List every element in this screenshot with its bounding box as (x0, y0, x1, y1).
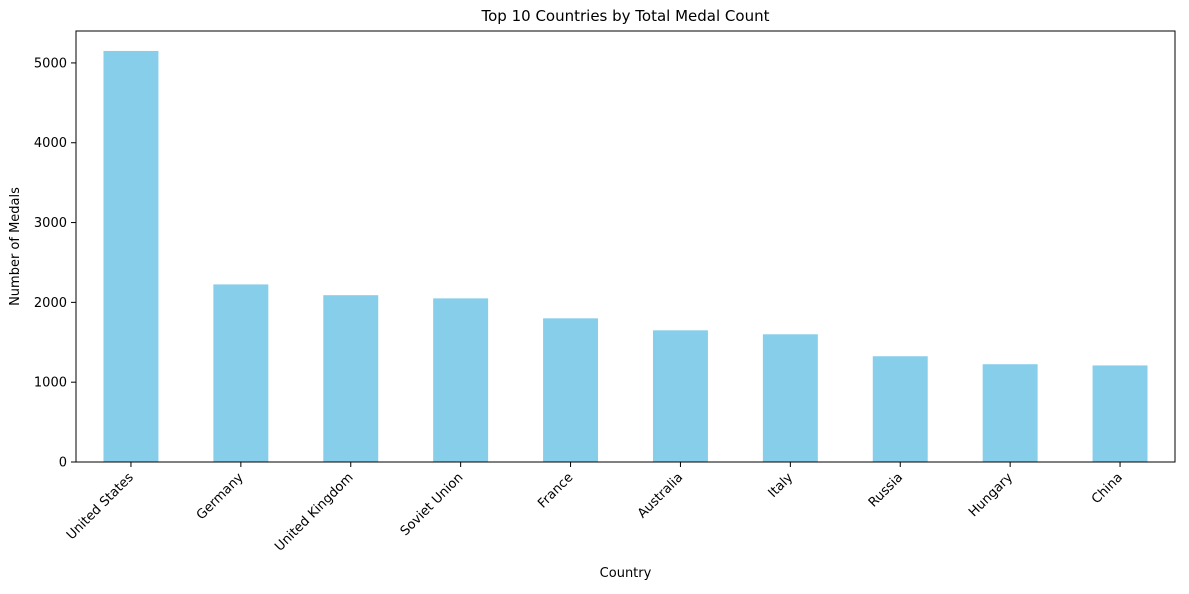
x-axis-label: Country (600, 566, 652, 581)
plot-frame (75, 30, 1176, 463)
x-tick-label: Hungary (966, 470, 1016, 520)
y-tick-label: 5000 (34, 56, 67, 71)
x-tick-label: Russia (866, 470, 906, 510)
x-tick-label: Soviet Union (398, 470, 467, 539)
x-tick-label: China (1089, 470, 1126, 507)
bar-germany (213, 284, 269, 462)
y-tick-label: 4000 (34, 136, 67, 151)
bars-layer (103, 50, 1148, 462)
y-ticks-layer: 0 1000 2000 3000 4000 5000 (34, 56, 76, 471)
x-tick-label: France (535, 470, 576, 511)
y-tick-label: 1000 (34, 376, 67, 391)
chart-title: Top 10 Countries by Total Medal Count (481, 7, 770, 25)
bar-italy (762, 334, 818, 462)
x-ticks-layer: United States Germany United Kingdom Soviet… (64, 462, 1126, 555)
x-tick-label: United Kingdom (272, 470, 356, 554)
bar-hungary (982, 364, 1038, 462)
y-tick-label: 0 (59, 456, 67, 471)
bar-united-states (103, 50, 159, 462)
bar-china (1092, 365, 1148, 462)
x-tick-label: Italy (766, 470, 797, 501)
bar-soviet-union (433, 298, 489, 462)
y-tick-label: 2000 (34, 296, 67, 311)
bar-russia (872, 356, 928, 462)
bar-france (543, 318, 599, 462)
bar-united-kingdom (323, 295, 379, 462)
axes-layer (75, 30, 1176, 463)
x-tick-label: Australia (635, 470, 686, 521)
y-tick-label: 3000 (34, 216, 67, 231)
x-tick-label: United States (64, 470, 137, 543)
y-axis-label: Number of Medals (8, 187, 23, 306)
x-tick-label: Germany (194, 470, 247, 523)
bar-australia (652, 330, 708, 462)
